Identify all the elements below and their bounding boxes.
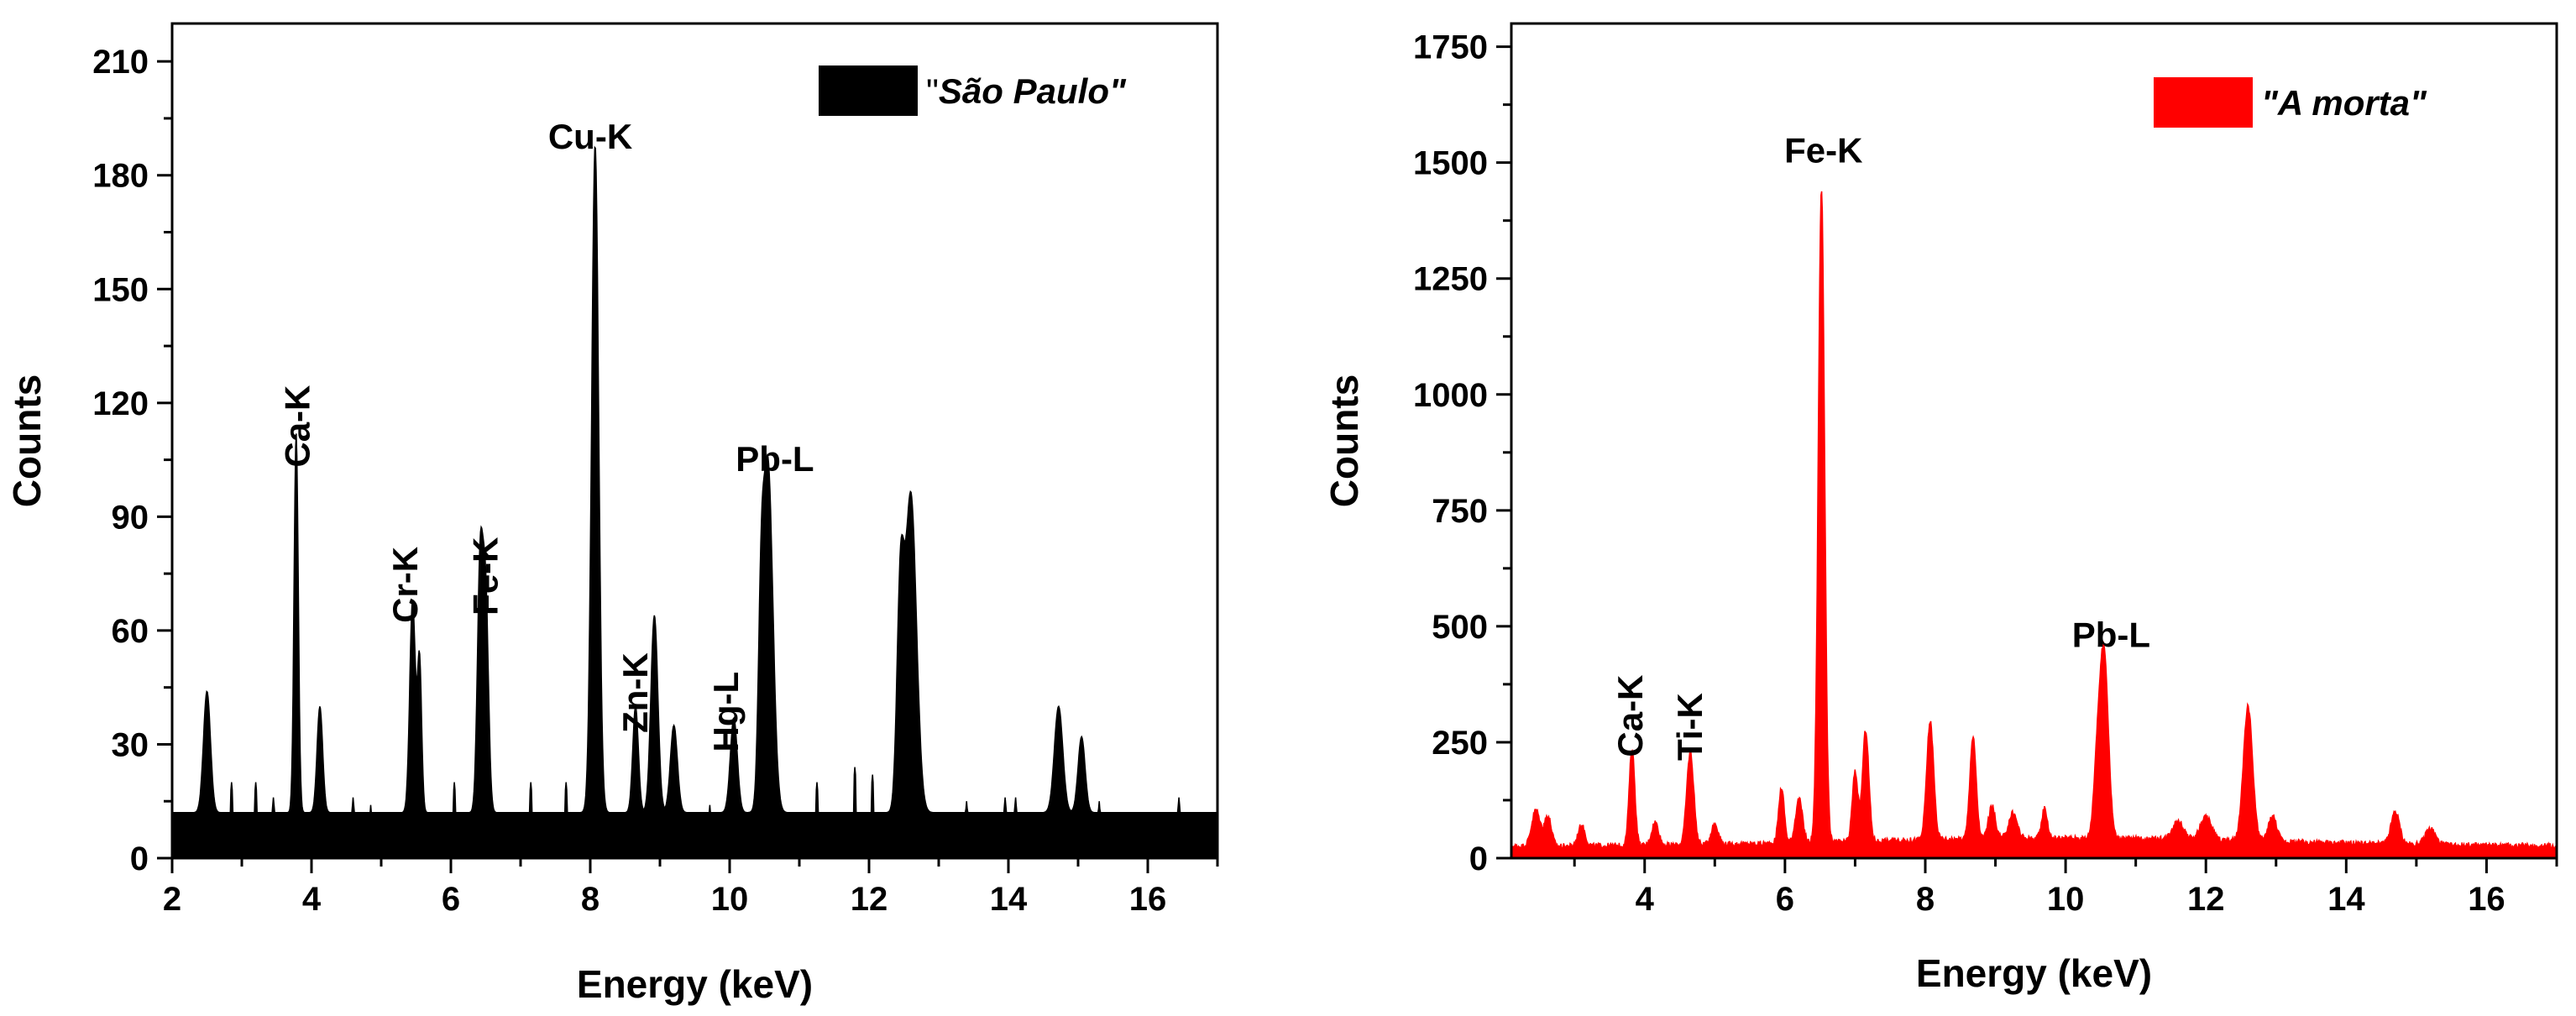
y-tick-label: 0 xyxy=(1469,841,1488,877)
y-tick-label: 210 xyxy=(92,44,149,81)
y-tick-label: 1250 xyxy=(1413,261,1488,298)
legend-label: "A morta" xyxy=(2261,83,2427,123)
y-tick-label: 1000 xyxy=(1413,377,1488,414)
x-tick-label: 6 xyxy=(1776,881,1794,918)
x-tick-label: 6 xyxy=(442,881,460,918)
peak-label: Cu-K xyxy=(548,117,632,156)
chart-sao-paulo: 2 4 6 8 10 12 14 16 0 30 60 90 120 150 180 210 Energy (k… xyxy=(5,22,1219,1006)
plot-frame xyxy=(170,22,1219,860)
plot-frame xyxy=(1510,22,2558,860)
x-tick-label: 8 xyxy=(581,881,599,918)
spectrum-area xyxy=(171,145,1218,859)
legend: "A morta" xyxy=(2154,77,2427,128)
spectrum-area xyxy=(1511,191,2558,859)
x-tick-label: 16 xyxy=(1129,881,1167,918)
peak-label: Fe-K xyxy=(1784,131,1862,170)
peak-label: Ca-K xyxy=(277,385,317,468)
peak-label: Ti-K xyxy=(1670,693,1709,761)
y-axis-title: Counts xyxy=(1322,374,1366,507)
x-axis-title: Energy (keV) xyxy=(577,962,813,1006)
x-tick-label: 4 xyxy=(1636,881,1655,918)
y-tick-label: 150 xyxy=(92,271,149,308)
y-axis-title: Counts xyxy=(5,374,49,507)
legend-swatch xyxy=(2154,77,2253,128)
peak-label: Fe-K xyxy=(466,537,505,615)
x-tick-label: 2 xyxy=(163,881,181,918)
x-tick-label: 10 xyxy=(711,881,749,918)
peak-label: Zn-K xyxy=(615,652,655,733)
peak-label: Pb-L xyxy=(2072,615,2150,655)
y-tick-label: 90 xyxy=(112,499,149,536)
y-tick-label: 1500 xyxy=(1413,145,1488,182)
chart-a-morta: 4 6 8 10 12 14 16 0 250 500 750 1000 1250 1500 1750 Ene… xyxy=(1322,22,2558,995)
x-tick-label: 4 xyxy=(302,881,322,918)
peak-label: Ca-K xyxy=(1610,675,1650,757)
x-tick-label: 16 xyxy=(2468,881,2505,918)
x-axis-title: Energy (keV) xyxy=(1916,951,2152,995)
y-tick-label: 180 xyxy=(92,158,149,195)
peak-label: Cr-K xyxy=(385,547,425,623)
y-tick-label: 500 xyxy=(1432,609,1488,646)
x-tick-label: 14 xyxy=(2327,881,2365,918)
legend-label: "São Paulo" xyxy=(926,71,1127,111)
y-tick-label: 0 xyxy=(130,841,149,877)
peak-label: Pb-L xyxy=(736,439,814,479)
legend: "São Paulo" xyxy=(819,65,1127,116)
x-tick-label: 10 xyxy=(2047,881,2085,918)
x-tick-label: 12 xyxy=(2187,881,2225,918)
x-tick-label: 8 xyxy=(1916,881,1935,918)
x-tick-label: 14 xyxy=(990,881,1028,918)
y-tick-label: 250 xyxy=(1432,725,1488,762)
peak-label: Hg-L xyxy=(706,672,746,752)
y-tick-label: 1750 xyxy=(1413,29,1488,66)
legend-swatch xyxy=(819,65,918,116)
y-tick-label: 120 xyxy=(92,385,149,422)
x-tick-label: 12 xyxy=(851,881,888,918)
y-tick-label: 750 xyxy=(1432,493,1488,530)
y-tick-label: 60 xyxy=(112,613,149,650)
y-tick-label: 30 xyxy=(112,726,149,763)
